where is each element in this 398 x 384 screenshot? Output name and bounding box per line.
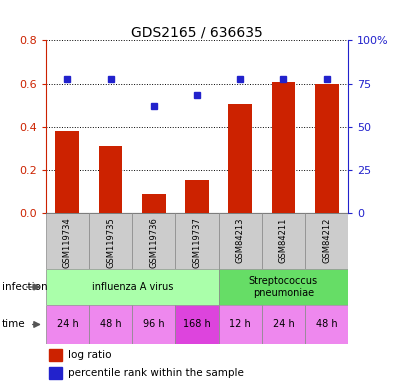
FancyBboxPatch shape (305, 305, 348, 344)
Text: GSM84212: GSM84212 (322, 218, 331, 263)
Text: log ratio: log ratio (68, 350, 112, 360)
Bar (49, 367, 62, 379)
FancyBboxPatch shape (305, 213, 348, 269)
Bar (49, 349, 62, 361)
FancyBboxPatch shape (219, 269, 348, 305)
FancyBboxPatch shape (176, 213, 219, 269)
Bar (142, 194, 166, 213)
Text: GSM84211: GSM84211 (279, 218, 288, 263)
Text: 24 h: 24 h (273, 319, 294, 329)
FancyBboxPatch shape (46, 213, 89, 269)
Text: Streptococcus
pneumoniae: Streptococcus pneumoniae (249, 276, 318, 298)
Text: 48 h: 48 h (100, 319, 121, 329)
FancyBboxPatch shape (219, 305, 262, 344)
Title: GDS2165 / 636635: GDS2165 / 636635 (131, 25, 263, 39)
FancyBboxPatch shape (219, 213, 262, 269)
FancyBboxPatch shape (132, 305, 176, 344)
FancyBboxPatch shape (46, 269, 219, 305)
FancyBboxPatch shape (89, 305, 132, 344)
Bar (315, 84, 339, 213)
FancyBboxPatch shape (262, 213, 305, 269)
FancyBboxPatch shape (46, 305, 89, 344)
Text: 48 h: 48 h (316, 319, 338, 329)
FancyBboxPatch shape (176, 305, 219, 344)
Text: GSM119735: GSM119735 (106, 218, 115, 268)
FancyBboxPatch shape (132, 213, 176, 269)
Text: GSM84213: GSM84213 (236, 218, 245, 263)
Text: time: time (2, 319, 25, 329)
Text: 24 h: 24 h (57, 319, 78, 329)
Text: percentile rank within the sample: percentile rank within the sample (68, 368, 244, 378)
FancyBboxPatch shape (89, 213, 132, 269)
Text: GSM119736: GSM119736 (149, 218, 158, 268)
Text: GSM119734: GSM119734 (63, 218, 72, 268)
Text: influenza A virus: influenza A virus (92, 282, 173, 292)
Text: GSM119737: GSM119737 (193, 218, 201, 268)
Bar (55, 131, 79, 213)
Text: infection: infection (2, 282, 48, 292)
Text: 168 h: 168 h (183, 319, 211, 329)
Bar (185, 180, 209, 213)
Text: 96 h: 96 h (143, 319, 165, 329)
Bar (271, 83, 295, 213)
Bar (228, 104, 252, 213)
FancyBboxPatch shape (262, 305, 305, 344)
Bar (99, 146, 123, 213)
Text: 12 h: 12 h (229, 319, 251, 329)
